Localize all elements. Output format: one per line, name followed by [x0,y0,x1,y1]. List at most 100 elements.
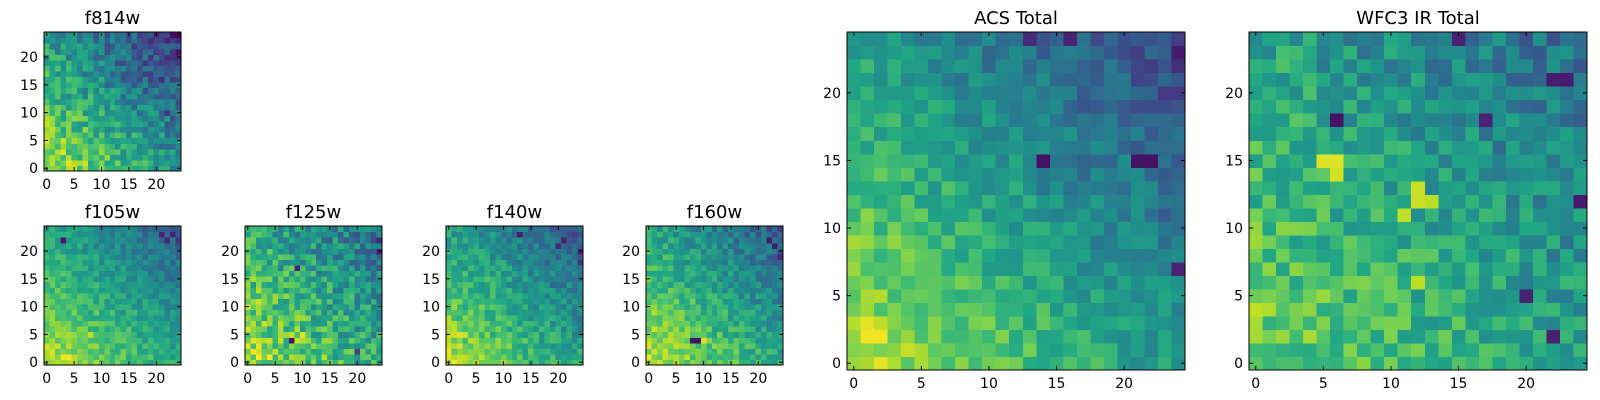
heatmap-cell [860,315,875,331]
heatmap-cell [522,298,529,305]
heatmap-cell [137,326,144,333]
heatmap-cell [544,320,551,327]
heatmap-cell [164,76,171,83]
heatmap-cell [467,353,474,361]
heatmap-cell [656,231,664,238]
heatmap-cell [338,253,345,260]
heatmap-cell [321,281,328,288]
heatmap-cell [1009,72,1024,87]
heatmap-cell [288,348,295,355]
heatmap-cell [1249,288,1264,303]
heatmap-cell [1144,194,1159,209]
heatmap-cell [137,253,144,260]
heatmap-cell [137,165,144,172]
heatmap-cell [1157,302,1173,317]
heatmap-cell [667,248,674,255]
heatmap-cell [371,337,378,344]
heatmap-cell [1559,288,1575,303]
heatmap-cell [928,180,943,195]
heatmap-cell [54,37,62,44]
heatmap-cell [1451,59,1466,74]
heatmap-cell [49,264,56,272]
heatmap-cell [646,281,653,288]
heatmap-cell [678,231,685,238]
heatmap-cell [673,326,680,333]
heatmap-cell [689,303,696,310]
heatmap-cell [706,298,713,305]
heatmap-cell [489,342,496,349]
heatmap-cell [87,87,94,94]
heatmap-cell [354,242,361,249]
x-tick-label: 20 [147,371,165,387]
heatmap-cell [321,348,328,355]
heatmap-cell [1144,207,1159,222]
heatmap-cell [338,231,345,238]
heatmap-cell [451,281,458,288]
heatmap-cell [376,281,383,288]
heatmap-cell [662,353,669,361]
heatmap-cell [511,298,518,305]
heatmap-cell [522,309,529,316]
heatmap-cell [1022,32,1037,47]
heatmap-cell [968,86,983,101]
heatmap-cell [901,180,916,195]
heatmap-cell [65,76,72,83]
heatmap-cell [1492,72,1507,87]
heatmap-cell [44,132,51,139]
heatmap-cell [847,32,862,47]
heatmap-cell [700,337,707,344]
heatmap-cell [1276,342,1291,358]
heatmap-cell [860,167,875,182]
heatmap-cell [266,226,273,233]
heatmap-cell [137,292,144,299]
heatmap-cell [1330,275,1345,290]
heatmap-cell [473,292,480,299]
heatmap-cell [1289,86,1304,101]
heatmap-cell [728,342,735,349]
heatmap-cell [87,248,94,255]
heatmap-cell [310,231,317,238]
heatmap-cell [159,159,166,167]
heatmap-cell [1343,59,1358,74]
heatmap-cell [572,242,579,249]
heatmap-cell [170,76,177,83]
heatmap-cell [495,253,502,260]
heatmap-cell [175,237,182,244]
heatmap-cell [1397,234,1412,249]
heatmap-cell [159,270,166,277]
heatmap-cell [44,287,51,294]
heatmap-cell [566,320,573,327]
heatmap-cell [1546,221,1561,236]
heatmap-cell [772,231,779,238]
heatmap-cell [733,320,740,327]
heatmap-cell [511,237,518,244]
heatmap-cell [148,270,155,277]
heatmap-cell [349,259,356,266]
heatmap-cell [115,309,122,316]
heatmap-cell [266,331,273,338]
heatmap-cell [60,292,67,299]
heatmap-cell [684,298,691,305]
heatmap-cell [755,276,762,283]
heatmap-cell [1397,302,1412,317]
heatmap-cell [93,37,100,44]
heatmap-cell [1573,261,1588,276]
heatmap-cell [272,348,279,355]
heatmap-cell [98,159,105,167]
heatmap-cell [955,140,970,155]
heatmap-cell [93,43,100,50]
heatmap-cell [255,314,263,322]
heatmap-cell [728,264,735,272]
heatmap-cell [164,248,171,255]
heatmap-cell [71,154,78,161]
heatmap-cell [109,359,116,366]
heatmap-cell [1063,153,1078,168]
heatmap-cell [109,259,116,266]
heatmap-cell [446,320,453,327]
heatmap-cell [1357,113,1372,128]
heatmap-cell [305,237,312,244]
heatmap-cell [93,348,100,355]
heatmap-cell [941,194,956,209]
heatmap-cell [131,303,138,310]
heatmap-cell [142,331,149,338]
